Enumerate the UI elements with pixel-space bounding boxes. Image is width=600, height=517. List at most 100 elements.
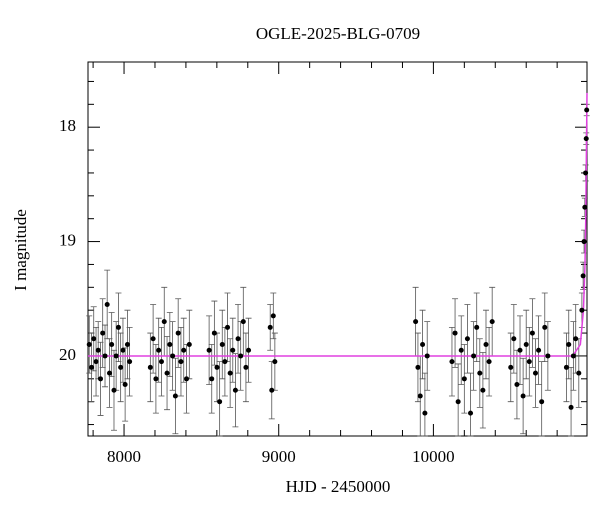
data-point [489,319,495,325]
data-point [222,359,228,365]
data-point [243,364,249,370]
x-axis-label: HJD - 2450000 [286,477,391,496]
y-tick-label: 18 [59,116,76,135]
data-point [161,319,167,325]
data-point [529,330,535,336]
data-point [120,347,126,353]
data-point [486,359,492,365]
model-line [88,92,588,357]
data-point [464,336,470,342]
data-point [164,370,170,376]
data-point [219,342,225,348]
data-point [170,353,176,359]
data-point [238,353,244,359]
error-bar [467,372,474,437]
data-point [184,376,190,382]
data-point [158,359,164,365]
data-point [566,342,572,348]
data-point [517,347,523,353]
data-point [91,336,97,342]
chart-title: OGLE-2025-BLG-0709 [256,24,420,43]
data-point [532,370,538,376]
data-point [568,404,574,410]
data-point [100,330,106,336]
x-tick-label: 9000 [262,447,296,466]
data-point [514,382,520,388]
data-point [417,393,423,399]
error-bar [216,361,223,437]
data-point [206,347,212,353]
data-point [526,359,532,365]
data-point [178,359,184,365]
data-point [508,364,514,370]
data-point [461,376,467,382]
data-point [471,353,477,359]
data-point [232,387,238,393]
data-point [420,342,426,348]
data-point [545,353,551,359]
data-point [153,376,159,382]
data-point [111,387,117,393]
data-point [95,347,101,353]
data-point [480,387,486,393]
data-point [474,324,480,330]
data-point [227,370,233,376]
data-point [422,410,428,416]
data-point [582,204,588,210]
y-tick-label: 20 [59,345,76,364]
data-point [542,324,548,330]
data-point [175,330,181,336]
data-point [449,359,455,365]
data-point [107,370,113,376]
data-point [109,342,115,348]
data-point [452,330,458,336]
data-point [186,342,192,348]
data-point [455,399,461,405]
data-point [583,170,589,176]
data-point [86,342,92,348]
data-point [520,393,526,399]
data-point [579,307,585,313]
data-point [124,342,130,348]
data-point [581,239,587,245]
data-point [413,319,419,325]
data-point [483,342,489,348]
data-point [573,336,579,342]
data-point [424,353,430,359]
data-point [267,324,273,330]
data-point [477,370,483,376]
error-bar [538,361,545,437]
data-point [211,330,217,336]
y-tick-label: 19 [59,230,76,249]
data-point [468,410,474,416]
data-point [104,301,110,307]
data-point [113,353,119,359]
data-point [539,399,545,405]
data-point [150,336,156,342]
data-point [563,364,569,370]
data-point [172,393,178,399]
data-point [240,319,246,325]
data-point [523,342,529,348]
data-point [235,336,241,342]
y-axis-label: I magnitude [11,209,30,291]
data-point [576,370,582,376]
data-point [167,342,173,348]
data-point [458,347,464,353]
data-point [98,376,104,382]
data-point [511,336,517,342]
data-point [570,353,576,359]
data-point [246,347,252,353]
data-point [580,273,586,279]
data-point [122,382,128,388]
data-point [209,376,215,382]
data-point [181,347,187,353]
data-point [147,364,153,370]
data-point [272,359,278,365]
data-point [269,387,275,393]
data-point [156,347,162,353]
data-point [584,107,590,113]
data-point [102,353,108,359]
